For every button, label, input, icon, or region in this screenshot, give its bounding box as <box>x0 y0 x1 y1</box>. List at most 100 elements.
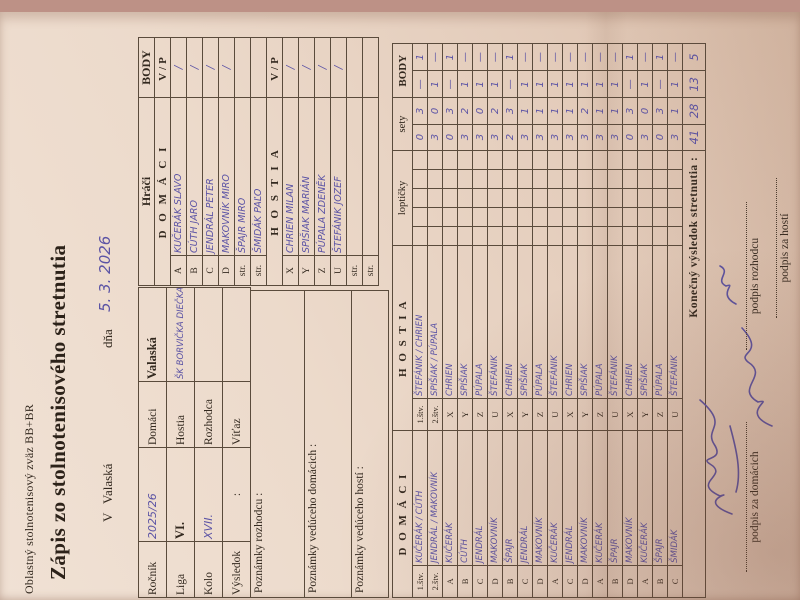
sets-home: 3 <box>472 124 488 151</box>
match-guest-pos: X <box>562 398 578 431</box>
points-home: 1 <box>472 70 488 98</box>
home-player-row: D MAKOVNÍK MIRO / <box>218 37 235 286</box>
home-signature-label: podpis za domácich <box>749 451 761 543</box>
guest-player-letter: Z <box>314 255 331 286</box>
balls-cell-2 <box>427 207 443 227</box>
home-player-vp: / <box>186 37 203 98</box>
info-row-kolo: Kolo XVII. Rozhodca <box>194 287 223 598</box>
points-guest: — <box>532 43 548 71</box>
balls-cell-3 <box>472 188 488 208</box>
info-row-liga: Liga VI. Hostia ŠK BORVIČKA DIEČKA <box>166 287 195 598</box>
match-row: C ŠMIDÁK U ŠTEFÁNIK 3 1 1 — <box>667 43 683 598</box>
sets-header: sety <box>392 97 413 151</box>
guest-player-vp: / <box>330 37 347 98</box>
balls-header: loptičky <box>392 150 413 246</box>
balls-cell-1 <box>547 226 563 246</box>
guest-player-letter: str. <box>362 255 379 286</box>
home-player-letter: str. <box>234 255 251 286</box>
balls-cell-3 <box>517 188 533 208</box>
place-date-line: V Valaská dňa 5. 3. 2026 <box>96 12 120 600</box>
balls-cell-5 <box>502 150 518 170</box>
match-home-name: ŠMIDÁK <box>667 430 683 566</box>
balls-cell-4 <box>637 169 653 189</box>
home-player-letter: A <box>170 255 187 286</box>
match-guest-name: PÚPALA <box>472 245 488 399</box>
balls-cell-5 <box>427 150 443 170</box>
match-guest-name: SPIŠIAK <box>517 245 533 399</box>
home-player-row: B CÚTH JARO / <box>186 37 203 286</box>
home-player-vp: / <box>202 37 219 98</box>
sets-guest: 1 <box>667 97 683 125</box>
balls-cell-3 <box>667 188 683 208</box>
guest-section-header: H O S T I A <box>266 97 283 286</box>
home-player-vp: / <box>170 37 187 98</box>
balls-cell-4 <box>427 169 443 189</box>
home-signature-line <box>736 422 747 572</box>
liga-value: VI. <box>166 447 195 542</box>
balls-cell-4 <box>442 169 458 189</box>
balls-cell-4 <box>562 169 578 189</box>
players-header: Hráči <box>138 97 155 286</box>
vysledok-label: Výsledok <box>222 541 251 598</box>
sets-guest: 1 <box>562 97 578 125</box>
sets-guest: 1 <box>532 97 548 125</box>
place-prefix: V <box>100 512 115 522</box>
points-home: — <box>442 70 458 98</box>
home-player-letter: D <box>218 255 235 286</box>
match-guest-pos: U <box>487 398 503 431</box>
match-guest-pos: Z <box>532 398 548 431</box>
points-guest: — <box>667 43 683 71</box>
match-guest-name: ŠTEFÁNIK <box>547 245 563 399</box>
sets-home: 3 <box>637 124 653 151</box>
match-guest-name: CHRIEN <box>562 245 578 399</box>
balls-cell-3 <box>427 188 443 208</box>
balls-cell-4 <box>652 169 668 189</box>
guest-player-row: str. <box>346 37 363 286</box>
guest-player-vp: / <box>282 37 299 98</box>
match-guest-name: PÚPALA <box>652 245 668 399</box>
points-home: — <box>412 70 428 98</box>
match-row: D MAKOVNÍK U ŠTEFÁNIK 3 2 1 — <box>487 43 503 598</box>
sets-home: 3 <box>517 124 533 151</box>
home-player-vp <box>234 37 251 98</box>
balls-cell-2 <box>652 207 668 227</box>
sets-home: 3 <box>427 124 443 151</box>
match-home-pos: A <box>442 565 458 598</box>
home-player-letter: C <box>202 255 219 286</box>
match-guest-name: PÚPALA <box>532 245 548 399</box>
match-row: C JENDRÁL Y SPIŠIAK 3 1 1 — <box>517 43 533 598</box>
info-row-vysledok: Výsledok : Víťaz <box>222 287 251 598</box>
balls-cell-2 <box>502 207 518 227</box>
guest-player-name <box>362 97 379 256</box>
balls-cell-5 <box>412 150 428 170</box>
guest-signature-block: podpis za hostí <box>766 178 791 318</box>
balls-cell-5 <box>487 150 503 170</box>
vysledok-value: : <box>222 447 251 542</box>
referee-notes-box: Poznámky rozhodcu : <box>250 290 305 598</box>
guest-section-row: H O S T I A V/P <box>266 37 283 286</box>
sets-guest: 1 <box>517 97 533 125</box>
match-guest-pos: Y <box>517 398 533 431</box>
balls-cell-4 <box>457 169 473 189</box>
match-results-table: D O M Á C I H O S T I A loptičky sety BO… <box>392 43 706 598</box>
guest-player-vp: / <box>298 37 315 98</box>
balls-cell-5 <box>472 150 488 170</box>
match-home-pos: 2.štv. <box>427 565 443 598</box>
guest-player-letter: str. <box>346 255 363 286</box>
home-section-header: D O M Á C I <box>154 97 171 286</box>
match-home-name: KUČERÁK <box>442 430 458 566</box>
balls-cell-2 <box>562 207 578 227</box>
balls-cell-3 <box>487 188 503 208</box>
match-guest-pos: 1.štv. <box>412 398 428 431</box>
points-guest: — <box>457 43 473 71</box>
vitaz-label: Víťaz <box>222 381 251 448</box>
balls-cell-2 <box>457 207 473 227</box>
points-guest: 1 <box>502 43 518 71</box>
match-home-name: MAKOVNÍK <box>487 430 503 566</box>
match-home-pos: D <box>487 565 503 598</box>
match-info-table: Ročník 2025/26 Domáci Valaská Liga VI. H… <box>138 287 251 598</box>
balls-cell-3 <box>457 188 473 208</box>
guest-team-name: ŠK BORVIČKA DIEČKA <box>166 287 195 382</box>
match-home-pos: D <box>532 565 548 598</box>
